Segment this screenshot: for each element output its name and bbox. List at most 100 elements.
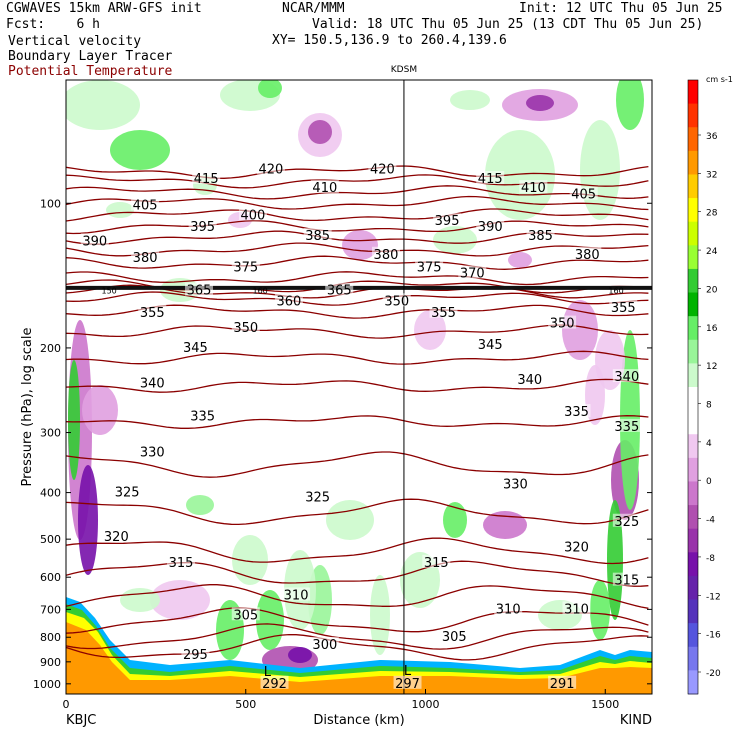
colorbar-tick-label: -20: [706, 669, 721, 679]
velocity-shading: [590, 580, 610, 640]
boundary-layer-tracer: [66, 604, 652, 694]
contour-label: 385: [305, 229, 330, 244]
contour-label: 345: [478, 338, 503, 353]
velocity-shading: [68, 360, 80, 480]
contour-label-bg: [612, 369, 641, 383]
y-tick-label: 600: [40, 571, 61, 584]
contour-label-bg: [422, 554, 451, 568]
contour-label-bg: [231, 259, 260, 273]
low-marker: L: [404, 664, 412, 679]
contour-label: 380: [575, 248, 600, 263]
contour-label: 305: [233, 608, 258, 623]
contour-label: 350: [233, 321, 258, 336]
velocity-shading: [508, 252, 532, 268]
colorbar-swatch: [688, 363, 698, 388]
contour-label-bg: [515, 371, 544, 385]
contour-label: 350: [550, 317, 575, 332]
contour-label: 345: [183, 341, 208, 356]
header-init: Init: 12 UTC Thu 05 Jun 25: [519, 1, 723, 16]
contour-label-bg: [113, 484, 142, 498]
contour-label: 380: [374, 248, 399, 263]
contour-label: 400: [241, 208, 266, 223]
contour-label: 335: [190, 410, 215, 425]
contour-label: 320: [564, 540, 589, 555]
colorbar-swatch: [688, 174, 698, 199]
contour-label-bg: [138, 304, 167, 318]
colorbar-swatch: [688, 103, 698, 128]
colorbar-swatch: [688, 575, 698, 601]
contour-label-bg: [458, 265, 487, 279]
theta-contour-320: [66, 537, 649, 565]
colorbar-tick-label: 8: [706, 401, 712, 411]
colorbar-swatch: [688, 339, 698, 364]
theta-contour-405: [66, 195, 649, 211]
contour-label: 410: [312, 181, 337, 196]
contour-label: 340: [140, 376, 165, 391]
contour-label-small: 160: [608, 287, 623, 296]
velocity-shading: [78, 465, 98, 575]
contour-label-bg: [325, 282, 354, 296]
y-tick-label: 100: [40, 197, 61, 210]
y-tick-label: 1000: [33, 678, 61, 691]
contour-label-bg: [231, 320, 260, 334]
contour-label-bg: [188, 408, 217, 422]
contour-label: 310: [564, 602, 589, 617]
contour-label-bg: [238, 207, 267, 221]
velocity-shading: [342, 230, 378, 260]
contour-label-bg: [185, 282, 214, 296]
contour-label-bg: [310, 636, 339, 650]
header-org: NCAR/MMM: [282, 1, 345, 16]
x-tick-label: 500: [235, 698, 256, 711]
contour-label-bg: [429, 304, 458, 318]
contour-label-bg: [548, 675, 577, 689]
contour-label-bg: [274, 293, 303, 307]
y-tick-label: 200: [40, 342, 61, 355]
y-axis-label: Pressure (hPa), log scale: [20, 328, 35, 487]
theta-contour-420: [66, 165, 649, 179]
colorbar-swatch: [688, 646, 698, 671]
plot-frame: [65, 79, 653, 695]
contour-label-bg: [181, 646, 210, 660]
velocity-shading: [326, 500, 374, 540]
contour-label-bg: [476, 336, 505, 350]
contour-label-bg: [80, 233, 109, 247]
velocity-shading: [82, 385, 118, 435]
header-model: CGWAVES 15km ARW-GFS init: [6, 1, 202, 16]
contour-label-bg: [260, 675, 289, 689]
colorbar-swatch: [688, 268, 698, 294]
colorbar-tick-label: 4: [706, 439, 712, 449]
contour-label-bg: [303, 489, 332, 503]
velocity-shading: [186, 495, 214, 515]
boundary-layer-tracer: [66, 612, 652, 694]
contour-label: 315: [614, 574, 639, 589]
contour-label-bg: [476, 218, 505, 232]
contour-label-bg: [138, 444, 167, 458]
contour-label: 410: [521, 181, 546, 196]
colorbar-tick-label: 36: [706, 132, 718, 142]
velocity-shading: [288, 647, 312, 663]
low-marker: L: [264, 665, 272, 680]
velocity-shading: [450, 90, 490, 110]
contour-label: 415: [194, 172, 219, 187]
contour-label-bg: [102, 529, 131, 543]
colorbar-tick-label: 24: [706, 247, 718, 257]
header-forecast: Fcst: 6 h: [6, 17, 100, 32]
contour-label-bg: [382, 293, 411, 307]
theta-contour-415: [66, 174, 649, 189]
theta-contour-335: [66, 415, 649, 429]
contour-label-bg: [282, 587, 311, 601]
contour-label: 335: [614, 420, 639, 435]
contour-label: 365: [187, 284, 212, 299]
y-tick-label: 800: [40, 631, 61, 644]
contour-label-bg: [573, 246, 602, 260]
velocity-shading: [150, 580, 210, 620]
x-tick-label: 1500: [591, 698, 619, 711]
velocity-shading: [616, 80, 644, 130]
theta-contour-300: [66, 623, 649, 650]
contour-label-bg: [433, 213, 462, 227]
contour-label: 330: [503, 478, 528, 493]
contour-label-bg: [562, 404, 591, 418]
velocity-shading: [370, 575, 390, 655]
theta-contour-360: [66, 291, 649, 306]
